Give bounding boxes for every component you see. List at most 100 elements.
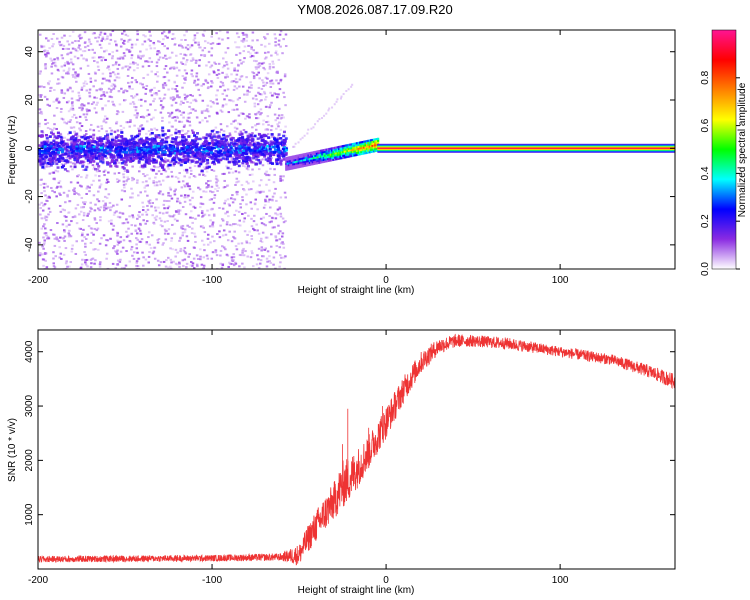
spectrogram-cell <box>125 121 128 124</box>
spectrogram-cell <box>158 211 162 214</box>
spectrogram-cell <box>182 146 186 149</box>
spectrogram-cell <box>55 136 59 140</box>
spectrogram-cell <box>167 228 171 231</box>
spectrogram-cell <box>269 140 273 143</box>
spectrogram-cell <box>200 110 204 113</box>
spectrogram-cell <box>127 234 130 237</box>
spectrogram-cell <box>188 188 192 191</box>
spectrogram-cell <box>205 109 208 112</box>
spectrogram-cell <box>175 94 179 97</box>
spectrogram-cell <box>269 167 272 170</box>
spectrogram-cell <box>208 198 212 201</box>
spectrogram-cell <box>59 138 63 142</box>
spectrogram-cell <box>48 162 52 165</box>
spectrogram-cell <box>109 165 113 168</box>
spectrogram-cell <box>130 57 133 60</box>
spectrogram-cell <box>40 201 43 204</box>
spectrogram-cell <box>133 152 137 156</box>
spectrogram-cell <box>201 239 204 242</box>
spectrogram-cell <box>170 140 174 143</box>
spectrogram-cell <box>58 256 61 259</box>
spectrogram-cell <box>46 121 50 124</box>
spectrogram-cell <box>137 159 141 163</box>
spectrogram-cell <box>259 217 263 220</box>
spectrogram-cell <box>232 144 236 148</box>
spectrogram-cell <box>108 80 112 83</box>
spectrogram-cell <box>115 49 119 52</box>
spectrogram-cell <box>234 156 238 159</box>
spectrogram-cell <box>198 94 202 97</box>
spectrogram-cell <box>171 125 174 128</box>
spectrogram-cell <box>122 42 126 45</box>
spectrogram-cell <box>135 142 139 145</box>
spectrogram-cell <box>83 141 87 145</box>
spectrogram-cell <box>104 135 108 138</box>
spectrogram-cell <box>133 124 136 127</box>
spectrogram-cell <box>160 148 164 152</box>
spectrogram-cell <box>140 124 144 127</box>
spectrogram-cell <box>276 143 280 147</box>
spectrogram-cell <box>189 147 193 150</box>
spectrogram-cell <box>100 82 104 85</box>
spectrogram-cell <box>222 147 226 150</box>
spectrogram-cell <box>60 257 63 260</box>
spectrogram-cell <box>134 62 137 65</box>
spectrogram-cell <box>214 150 218 153</box>
spectrogram-cell <box>148 30 151 33</box>
spectrogram-cell <box>179 103 182 106</box>
spectrogram-cell <box>58 204 62 207</box>
spectrogram-cell <box>169 188 173 191</box>
spectrogram-cell <box>232 253 235 256</box>
spectrogram-cell <box>51 129 54 132</box>
spectrogram-cell <box>101 72 105 75</box>
spectrogram-cell <box>141 127 145 131</box>
spectrogram-cell <box>207 142 211 145</box>
spectrogram-cell <box>110 141 114 144</box>
spectrogram-cell <box>83 151 87 155</box>
spectrogram-cell <box>105 252 109 255</box>
spectrogram-cell <box>86 44 90 47</box>
spectrogram-cell <box>249 81 252 84</box>
spectrogram-cell <box>77 40 80 43</box>
spectrogram-cell <box>226 135 230 138</box>
spectrogram-cell <box>278 33 282 36</box>
spectrogram-cell <box>191 131 195 134</box>
spectrogram-cell <box>243 266 246 269</box>
spectrogram-cell <box>136 134 140 138</box>
spectrogram-cell <box>164 170 168 173</box>
spectrogram-cell <box>43 251 47 254</box>
spectrogram-cell <box>167 111 170 114</box>
spectrogram-cell <box>266 141 270 145</box>
spectrogram-cell <box>282 142 286 145</box>
spectrogram-cell <box>226 67 230 70</box>
spectrogram-cell <box>241 212 244 215</box>
spectrogram-cell <box>124 183 127 186</box>
spectrogram-cell <box>130 144 134 147</box>
spectrogram-cell <box>42 147 45 150</box>
spectrogram-cell <box>151 202 155 205</box>
spectrogram-cell <box>193 79 197 82</box>
spectrogram-cell <box>175 61 178 64</box>
spectrogram-cell <box>136 232 139 235</box>
spectrogram-cell <box>189 94 192 97</box>
spectrogram-cell <box>275 251 278 254</box>
spectrogram-cell <box>172 158 176 162</box>
spectrogram-cell <box>251 31 255 34</box>
spectrogram-cell <box>192 58 195 61</box>
spectrogram-cell <box>97 125 100 128</box>
spectrogram-cell <box>67 110 71 113</box>
spectrogram-cell <box>74 116 78 119</box>
spectrogram-cell <box>131 96 135 99</box>
spectrogram-cell <box>171 215 175 218</box>
spectrogram-cell <box>155 61 159 64</box>
spectrogram-cell <box>103 118 106 121</box>
spectrogram-cell <box>136 214 140 217</box>
spectrogram-cell <box>80 145 84 149</box>
spectrogram-cell <box>257 267 261 269</box>
spectrogram-cell <box>257 110 261 113</box>
spectrogram-cell <box>173 193 177 196</box>
spectrogram-cell <box>274 187 277 190</box>
spectrogram-cell <box>269 104 272 107</box>
spectrogram-cell <box>263 68 267 71</box>
chart-title: YM08.2026.087.17.09.R20 <box>297 2 452 17</box>
